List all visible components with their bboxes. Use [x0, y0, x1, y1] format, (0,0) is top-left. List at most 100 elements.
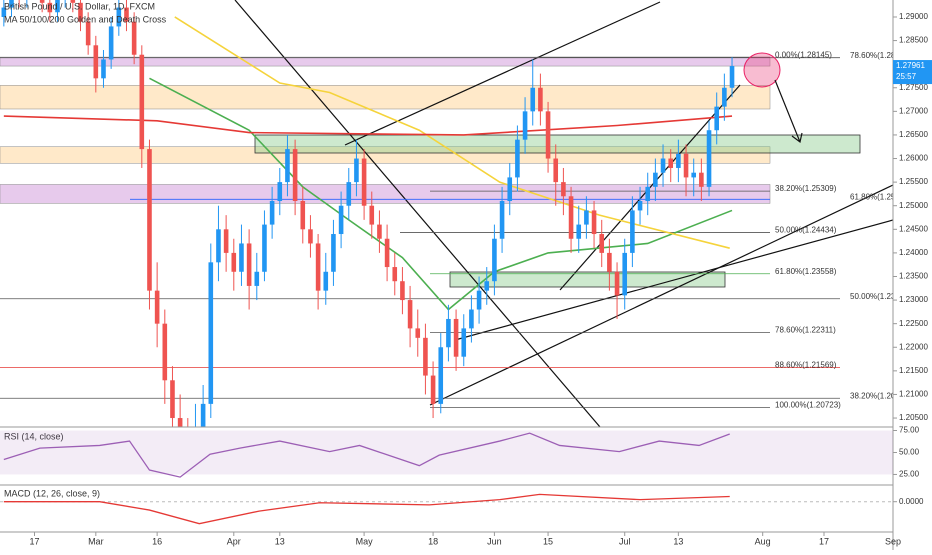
x-tick-label: 13 — [673, 536, 683, 546]
candle-body — [177, 418, 183, 427]
candle-body — [407, 300, 413, 329]
candle-body — [331, 234, 336, 272]
x-tick-label: Aug — [755, 536, 771, 546]
candle-body — [630, 210, 635, 253]
candle-body — [361, 158, 367, 206]
candle-body — [170, 380, 175, 419]
candle-body — [262, 224, 267, 272]
y-tick-label: 1.25000 — [899, 201, 928, 210]
y-tick-label: 1.24000 — [899, 248, 928, 257]
candle-body — [154, 290, 160, 324]
candle-body — [277, 182, 283, 201]
fib-label: 38.20%(1.25309) — [775, 184, 837, 193]
candle-body — [653, 172, 658, 187]
y-tick-label: 1.24500 — [899, 224, 928, 233]
candle-body — [285, 149, 290, 183]
candle-body — [124, 7, 129, 22]
y-tick-label: 1.29000 — [899, 12, 928, 21]
candle-body — [315, 243, 321, 291]
zone-box — [254, 134, 861, 154]
candle-body — [545, 111, 551, 159]
x-tick-label: 13 — [275, 536, 285, 546]
x-tick-label: 18 — [428, 536, 438, 546]
candle-body — [591, 210, 597, 235]
candle-body — [699, 172, 704, 187]
candle-body — [553, 158, 559, 183]
candle-body — [246, 243, 252, 286]
fib-label: 61.80%(1.25136) — [850, 192, 912, 201]
candle-body — [93, 45, 99, 79]
candle-body — [39, 0, 45, 3]
candle-body — [722, 87, 727, 107]
y-tick-label: 1.27000 — [899, 106, 928, 115]
candle-body — [469, 309, 474, 329]
candle-body — [499, 200, 505, 239]
chart-title: British Pound / U.S. Dollar, 1D, FXCM — [4, 1, 155, 11]
candle-body — [139, 54, 145, 150]
trend-line — [234, 0, 601, 427]
zone — [0, 184, 771, 204]
x-tick-label: 17 — [29, 536, 39, 546]
y-tick-label: 1.22000 — [899, 342, 928, 351]
candle-body — [461, 328, 467, 357]
candle-body — [683, 153, 689, 178]
last-price: 1.27961 — [896, 61, 925, 70]
candle-body — [645, 186, 651, 201]
candle-body — [607, 252, 612, 272]
rsi-title: RSI (14, close) — [4, 431, 64, 441]
y-tick-label: 1.20500 — [899, 413, 928, 422]
x-tick-label: Jul — [619, 536, 631, 546]
candle-body — [354, 158, 359, 183]
highlight-circle — [743, 52, 781, 88]
candle-body — [492, 238, 497, 282]
candle-body — [338, 205, 344, 235]
candle-body — [530, 87, 536, 112]
candle-body — [131, 21, 137, 55]
candle-body — [231, 252, 237, 272]
fib-label: 61.80%(1.23558) — [775, 267, 837, 276]
candle-body — [239, 243, 244, 272]
candle-body — [614, 271, 620, 296]
candle-body — [522, 111, 528, 140]
candle-body — [476, 290, 482, 310]
fib-label: 88.60%(1.21569) — [775, 361, 837, 370]
candle-body — [423, 337, 428, 376]
candle-body — [147, 149, 152, 291]
arrow — [774, 79, 803, 144]
moving-average — [149, 77, 733, 311]
candle-body — [668, 158, 674, 168]
candle-body — [101, 59, 106, 79]
candle-body — [637, 200, 643, 211]
candle-body — [714, 106, 719, 131]
candle-body — [729, 66, 735, 88]
y-tick-label: 1.26500 — [899, 130, 928, 139]
candle-body — [484, 281, 490, 291]
candle-body — [384, 238, 390, 268]
candle-body — [515, 139, 520, 178]
candle-body — [200, 403, 206, 427]
candle-body — [323, 271, 329, 291]
fib-label: 78.60%(1.22311) — [775, 326, 836, 335]
candle-body — [538, 87, 543, 112]
candle-body — [446, 318, 451, 348]
zone-box — [449, 271, 726, 288]
trend-line — [454, 219, 893, 341]
candle-body — [85, 21, 91, 46]
rsi-line — [3, 432, 730, 478]
candle-body — [208, 262, 214, 404]
fib-label: 78.60%(1.28137) — [850, 51, 912, 60]
candle-body — [9, 0, 14, 8]
y-tick-label: 1.23500 — [899, 272, 928, 281]
y-tick-label: 50.00 — [899, 448, 920, 457]
x-tick-label: 15 — [543, 536, 553, 546]
candle-body — [269, 200, 275, 225]
candle-body — [377, 224, 382, 239]
candle-body — [369, 205, 375, 225]
candle-body — [507, 177, 513, 201]
candle-body — [1, 7, 7, 17]
candle-body — [346, 182, 352, 206]
candle-body — [453, 318, 459, 357]
fib-label: 0.00%(1.28145) — [775, 50, 832, 59]
y-tick-label: 1.25500 — [899, 177, 928, 186]
